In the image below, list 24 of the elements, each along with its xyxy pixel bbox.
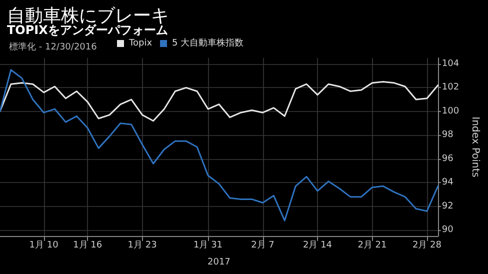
x-tick-label: 1月 31 [193,240,223,250]
y-axis-title: Index Points [470,116,480,178]
y-tick-label: 104 [442,58,460,69]
x-tick-label: 2月 14 [302,240,332,250]
x-tick-label: 1月 23 [128,240,157,250]
x-tick-label: 2月 7 [251,240,274,250]
legend-label: 5 大自動車株指数 [172,38,244,48]
x-tick-label: 1月 10 [29,240,59,250]
line-series [0,80,439,122]
y-tick-label: 94 [442,178,454,188]
x-tick-label: 1月 16 [73,240,102,250]
y-tick-label: 102 [442,82,460,93]
y-tick-label: 100 [442,106,460,116]
y-tick-label: 98 [442,130,454,140]
legend-label: Topix [128,38,153,48]
line-series [0,69,439,222]
chart-subtitle: TOPIXをアンダーパフォーム [7,23,168,37]
x-axis-title: 2017 [208,258,230,268]
legend-title: 標準化 - 12/30/2016 [9,42,98,52]
x-tick-label: 2月 28 [412,240,442,250]
y-tick-label: 90 [442,225,454,236]
x-tick-label: 2月 21 [358,240,387,250]
y-tick-label: 92 [442,201,454,212]
y-tick-label: 96 [442,154,454,164]
